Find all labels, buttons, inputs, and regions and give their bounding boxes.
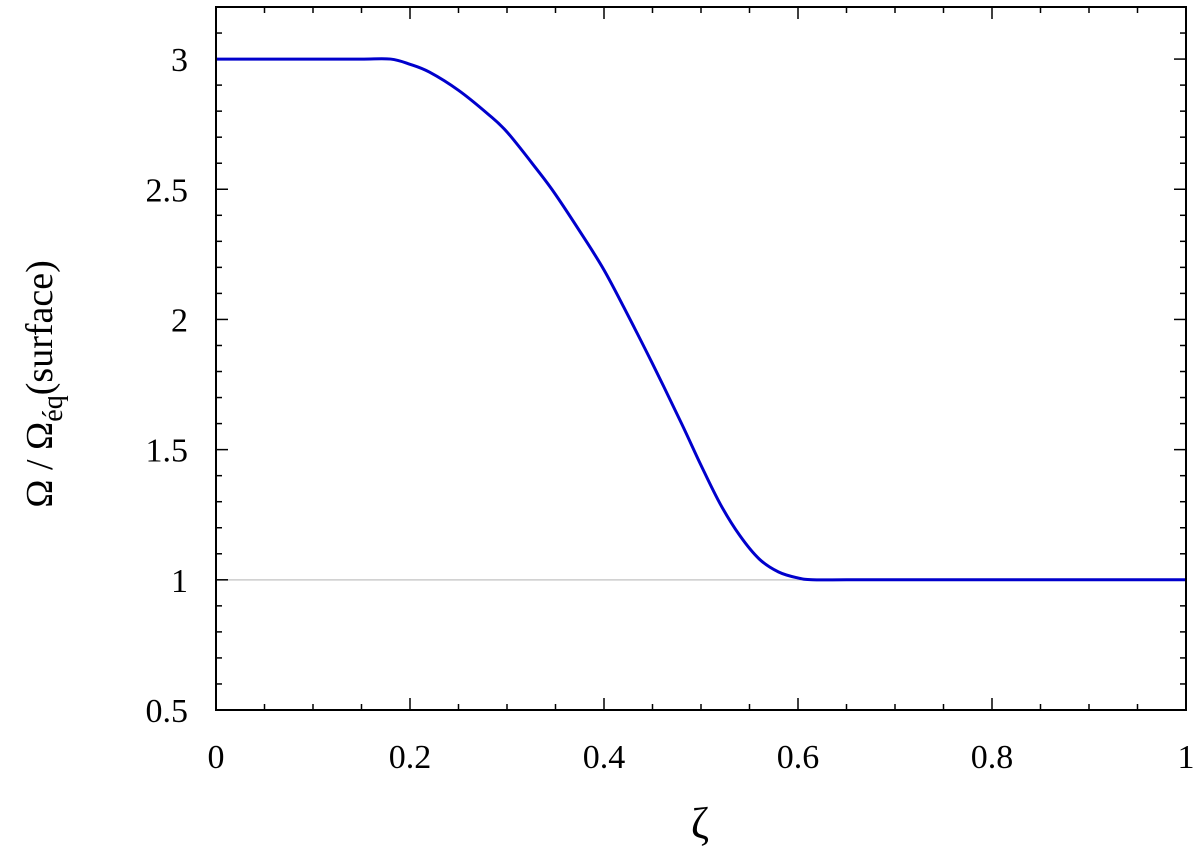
y-axis-label: Ω / Ωéq(surface) — [19, 260, 69, 508]
plot-frame — [215, 6, 1187, 711]
y-tick-labels: 0.5 1 1.5 2 2.5 3 — [146, 42, 189, 730]
x-tick-label: 0.8 — [971, 739, 1014, 776]
y-tick-label: 0.5 — [146, 693, 189, 730]
y-axis-label-subscript: éq — [38, 395, 69, 421]
x-tick-label: 0 — [208, 739, 225, 776]
y-axis-label-omega2: Ω — [19, 422, 61, 450]
y-tick-label: 1 — [171, 563, 188, 600]
y-axis-label-omega: Ω — [19, 480, 61, 508]
y-axis-label-suffix: (surface) — [19, 260, 61, 395]
y-tick-label: 2 — [171, 302, 188, 339]
x-tick-label: 0.4 — [583, 739, 626, 776]
y-tick-label: 2.5 — [146, 172, 189, 209]
x-tick-label: 0.2 — [389, 739, 432, 776]
y-tick-label: 3 — [171, 42, 188, 79]
series-line — [215, 57, 1186, 582]
x-tick-label: 1 — [1178, 739, 1195, 776]
y-tick-label: 1.5 — [146, 433, 189, 470]
y-axis-label-separator: / — [19, 450, 61, 480]
tick-marks — [215, 6, 1187, 711]
x-tick-labels: 0 0.2 0.4 0.6 0.8 1 — [208, 739, 1195, 776]
x-axis-label: ζ — [691, 799, 709, 848]
x-tick-label: 0.6 — [777, 739, 820, 776]
